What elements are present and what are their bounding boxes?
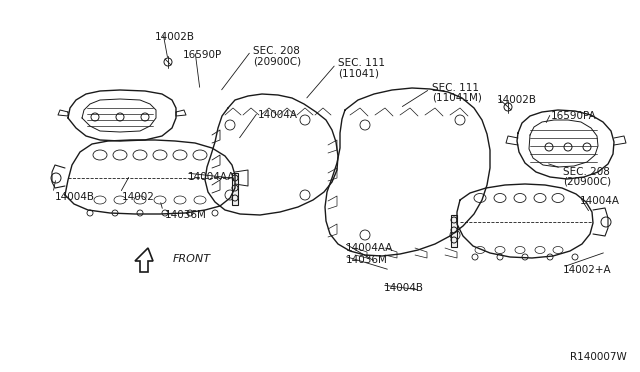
Text: SEC. 208: SEC. 208 (253, 46, 300, 56)
Bar (451, 215, 457, 247)
Text: 14036M: 14036M (346, 255, 388, 265)
Text: R140007W: R140007W (570, 352, 627, 362)
Text: 14004A: 14004A (580, 196, 620, 206)
Text: SEC. 208: SEC. 208 (563, 167, 610, 177)
Text: SEC. 111: SEC. 111 (432, 83, 479, 93)
Text: 14002B: 14002B (155, 32, 195, 42)
Text: 14004B: 14004B (384, 283, 424, 293)
Text: 16590PA: 16590PA (551, 111, 596, 121)
Text: 14004AA: 14004AA (188, 172, 236, 182)
Text: 14004AA: 14004AA (346, 243, 394, 253)
Text: 14004B: 14004B (55, 192, 95, 202)
Text: 14002B: 14002B (497, 95, 537, 105)
Text: (20900C): (20900C) (253, 56, 301, 66)
Text: 14004A: 14004A (258, 110, 298, 120)
Text: SEC. 111: SEC. 111 (338, 58, 385, 68)
Text: 14036M: 14036M (165, 210, 207, 220)
Text: (20900C): (20900C) (563, 177, 611, 187)
Text: 14002: 14002 (122, 192, 155, 202)
Text: (11041M): (11041M) (432, 93, 482, 103)
Text: FRONT: FRONT (173, 254, 211, 264)
Text: 14002+A: 14002+A (563, 265, 612, 275)
Bar (232, 173, 238, 205)
Text: 16590P: 16590P (183, 50, 222, 60)
Text: (11041): (11041) (338, 68, 379, 78)
